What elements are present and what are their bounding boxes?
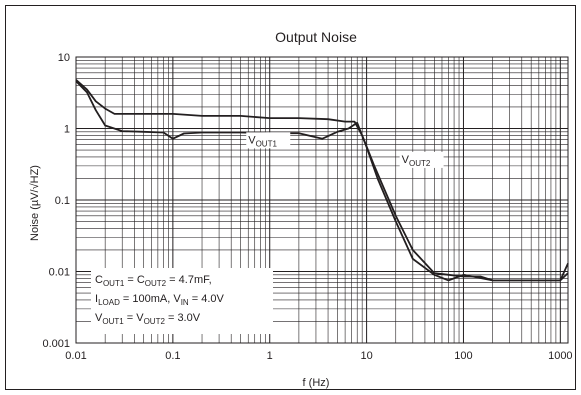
annotation-line: ILOAD = 100mA, VIN = 4.0V xyxy=(95,293,225,307)
x-tick-label: 0.01 xyxy=(65,350,86,362)
y-tick-label: 10 xyxy=(58,52,70,64)
series-labels: VOUT1 VOUT2 xyxy=(246,132,444,168)
annotation-line: VOUT1 = VOUT2 = 3.0V xyxy=(95,312,201,326)
chart-title: Output Noise xyxy=(275,29,357,45)
y-tick-label: 1 xyxy=(64,124,70,136)
x-tick-label: 1000 xyxy=(548,350,572,362)
x-tick-label: 10 xyxy=(360,350,372,362)
x-axis-title: f (Hz) xyxy=(303,377,330,389)
y-tick-label: 0.01 xyxy=(49,267,70,279)
x-tick-label: 1 xyxy=(267,350,273,362)
x-tick-label: 0.1 xyxy=(165,350,180,362)
series-label-background xyxy=(399,151,444,168)
series-line-vout1 xyxy=(75,80,569,282)
y-axis-title: Noise (µV/√HZ) xyxy=(29,165,41,241)
series-label-background xyxy=(246,132,291,149)
conditions-annotation: COUT1 = COUT2 = 4.7mF, ILOAD = 100mA, VIN… xyxy=(91,268,273,334)
series-label-vout1: VOUT1 xyxy=(248,134,277,148)
series-line-vout2 xyxy=(75,79,569,282)
annotation-line: COUT1 = COUT2 = 4.7mF, xyxy=(95,274,212,288)
series-layer xyxy=(75,79,569,282)
annotation-background xyxy=(91,268,273,334)
y-tick-label: 0.001 xyxy=(42,338,70,350)
series-label-vout2: VOUT2 xyxy=(402,154,431,168)
y-tick-label: 0.1 xyxy=(55,195,70,207)
x-tick-label: 100 xyxy=(454,350,472,362)
